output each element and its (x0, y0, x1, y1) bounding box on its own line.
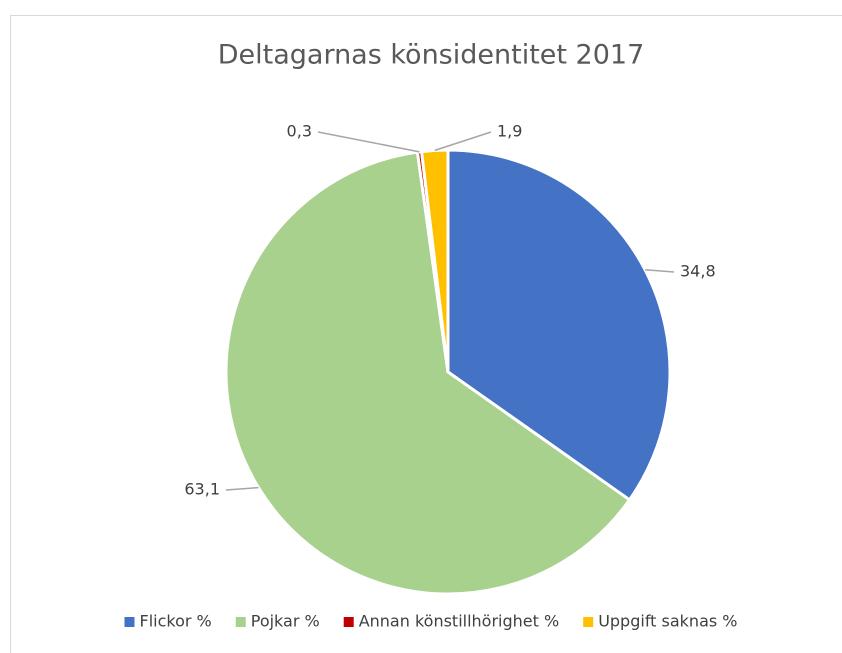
legend-label: Pojkar % (251, 612, 320, 631)
data-label: 1,9 (497, 122, 522, 141)
data-label: 0,3 (287, 122, 312, 141)
legend-marker (343, 617, 354, 627)
legend-label: Annan könstillhörighet % (359, 612, 559, 631)
pie-slice (224, 150, 632, 596)
data-label: 34,8 (680, 262, 716, 281)
chart-title: Deltagarnas könsidentitet 2017 (218, 40, 645, 71)
legend-marker (235, 617, 246, 627)
legend-marker (124, 617, 135, 627)
leader-line (644, 269, 675, 273)
legend-label: Flickor % (139, 612, 211, 631)
leader-line (434, 131, 492, 152)
legend-label: Uppgift saknas % (598, 612, 737, 631)
data-label: 63,1 (184, 480, 220, 499)
leader-line (225, 486, 259, 491)
legend-marker (583, 617, 594, 627)
leader-line (317, 131, 420, 153)
